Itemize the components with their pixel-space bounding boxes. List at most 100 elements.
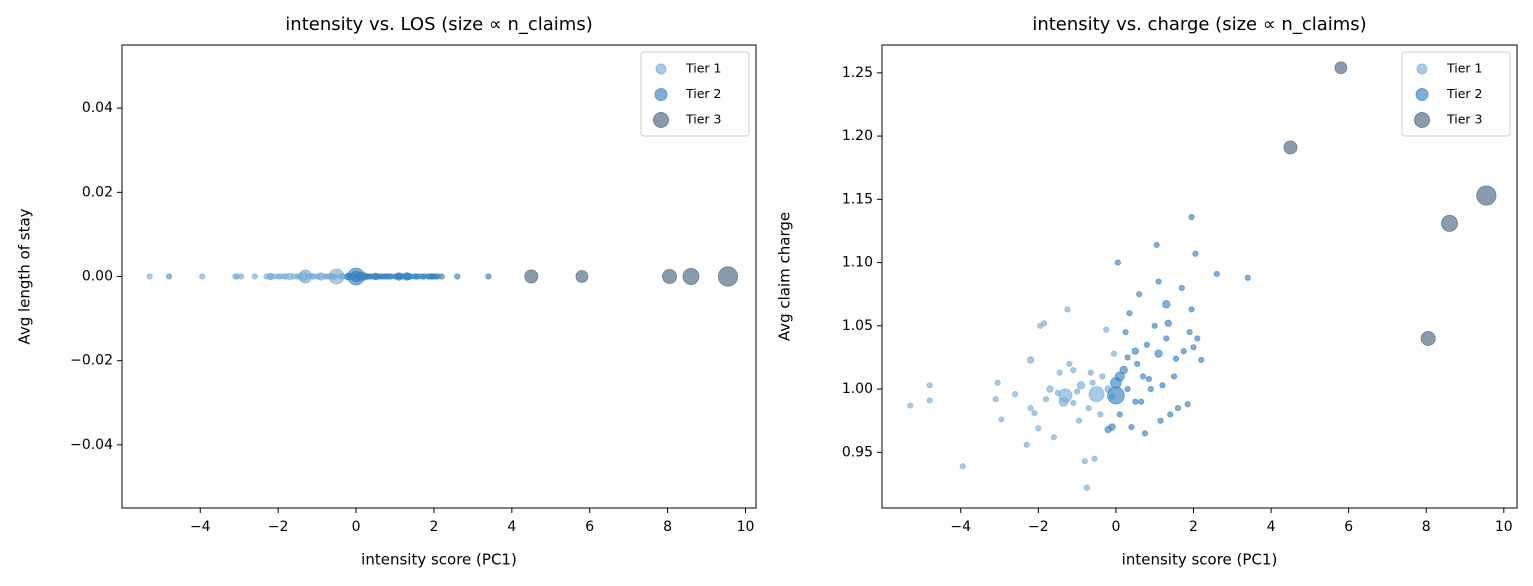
point (1074, 388, 1081, 395)
y-tick-label: 0.95 (842, 444, 873, 460)
point (1042, 396, 1050, 403)
point (1154, 349, 1163, 358)
axes-frame (121, 44, 757, 509)
point (1334, 61, 1348, 75)
legend-box (640, 51, 750, 137)
point (1124, 385, 1131, 393)
legend-marker (654, 88, 668, 101)
point (1192, 250, 1199, 257)
point (238, 273, 245, 280)
y-tick-label: 0.00 (82, 269, 113, 285)
point (959, 463, 966, 470)
point (926, 382, 933, 389)
y-tick-label: 0.04 (82, 100, 113, 116)
x-tick-label: 6 (585, 519, 594, 535)
point (485, 273, 492, 280)
point (1147, 385, 1154, 393)
point (199, 273, 206, 280)
point (1085, 404, 1092, 412)
point (1122, 329, 1129, 336)
chart: intensity vs. LOS (size ∝ n_claims)inten… (16, 14, 757, 569)
point (1023, 441, 1030, 448)
point (1155, 278, 1162, 285)
x-tick-label: −2 (268, 519, 289, 535)
point (362, 273, 369, 280)
point (1046, 385, 1054, 393)
legend-marker (655, 63, 667, 75)
y-tick-label: 0.02 (82, 184, 113, 200)
chart: intensity vs. charge (size ∝ n_claims)in… (776, 14, 1518, 569)
point (1114, 259, 1121, 266)
point (1128, 423, 1135, 431)
point (717, 266, 739, 287)
point (1026, 356, 1035, 364)
x-tick-label: 2 (429, 519, 438, 535)
point (1139, 373, 1147, 380)
y-tick-label: 1.15 (842, 191, 873, 207)
point (1138, 398, 1145, 405)
point (1099, 373, 1106, 380)
x-axis-label: intensity score (PC1) (1122, 551, 1278, 569)
point (1244, 274, 1251, 281)
point (926, 397, 933, 404)
x-tick-label: 6 (1344, 519, 1353, 535)
legend-box (1401, 51, 1511, 137)
point (1198, 356, 1205, 364)
x-tick-label: 2 (1189, 519, 1198, 535)
point (575, 270, 589, 283)
x-tick-label: 0 (352, 519, 361, 535)
point (304, 273, 311, 280)
x-tick-label: 10 (1495, 519, 1513, 535)
point (1157, 417, 1164, 424)
point (1050, 434, 1057, 441)
x-tick-label: −4 (190, 519, 211, 535)
point (682, 268, 700, 285)
point (356, 273, 364, 280)
point (1097, 411, 1104, 418)
point (378, 273, 385, 280)
point (1178, 284, 1185, 291)
legend-label: Tier 2 (1446, 86, 1482, 101)
point (1420, 330, 1436, 346)
point (1186, 329, 1193, 336)
point (386, 273, 393, 280)
point (1070, 399, 1077, 407)
point (1153, 241, 1160, 248)
point (1088, 386, 1105, 403)
legend-marker (1414, 112, 1430, 128)
point (1124, 354, 1131, 361)
point (1174, 404, 1182, 412)
point (1058, 388, 1073, 403)
x-tick-label: 4 (507, 519, 516, 535)
point (1027, 404, 1034, 412)
point (146, 273, 153, 280)
y-axis-label: Avg claim charge (776, 212, 794, 341)
point (1131, 347, 1139, 355)
point (1190, 344, 1197, 351)
point (1119, 365, 1128, 375)
point (1110, 350, 1118, 357)
x-tick-label: 10 (737, 519, 755, 535)
point (310, 273, 317, 280)
point (1188, 213, 1195, 221)
chart-title: intensity vs. charge (size ∝ n_claims) (1032, 14, 1366, 35)
point (1171, 373, 1178, 380)
y-tick-label: 1.10 (842, 255, 873, 271)
point (1143, 341, 1151, 348)
legend-marker (1415, 88, 1429, 101)
point (438, 273, 445, 280)
point (1145, 375, 1152, 383)
point (1141, 430, 1149, 437)
legend-label: Tier 1 (685, 61, 721, 76)
point (907, 402, 914, 409)
point (1151, 322, 1158, 329)
point (1064, 306, 1071, 313)
point (1107, 386, 1125, 405)
point (1041, 320, 1048, 327)
y-tick-label: 1.05 (842, 318, 873, 334)
point (1011, 391, 1019, 398)
point (1441, 214, 1458, 232)
point (251, 273, 258, 280)
y-tick-label: −0.04 (70, 437, 113, 453)
